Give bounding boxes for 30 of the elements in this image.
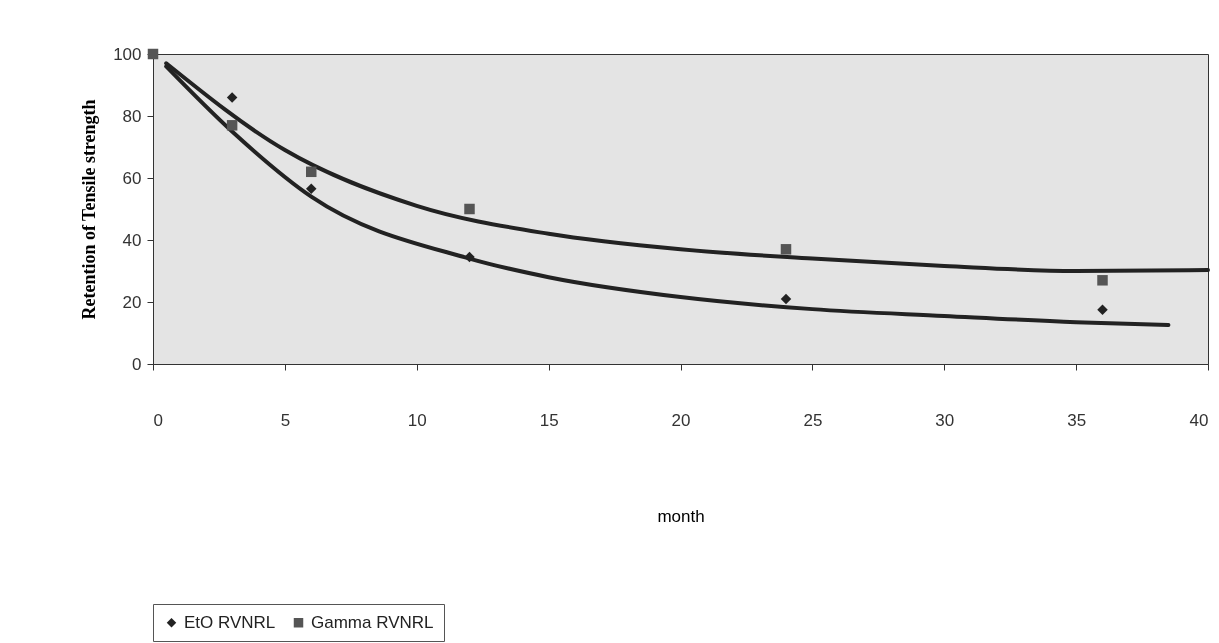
x-tick-label: 0	[153, 410, 163, 430]
x-tick-label: 30	[935, 410, 955, 430]
x-axis-title: month	[657, 506, 705, 526]
point	[464, 203, 475, 215]
x-tick-label: 15	[539, 410, 559, 430]
point	[306, 166, 317, 178]
point	[147, 48, 159, 60]
x-tick-label: 10	[407, 410, 427, 430]
y-tick-label: 20	[122, 292, 142, 312]
point	[1097, 304, 1108, 315]
x-tick-label: 25	[803, 410, 823, 430]
y-tick-label: 0	[132, 354, 142, 374]
y-axis-title: Retention of Tensile strength	[79, 99, 100, 320]
x-tick-label: 5	[280, 410, 291, 430]
x-tick-label: 35	[1067, 410, 1087, 430]
legend-label: Gamma RVNRL	[311, 612, 434, 632]
x-tick-label: 40	[1189, 410, 1209, 430]
y-tick-label: 60	[122, 168, 142, 188]
point	[1097, 275, 1108, 286]
point	[464, 251, 475, 263]
point	[226, 92, 238, 103]
legend-label: EtO RVNRL	[184, 612, 276, 632]
y-tick-label: 80	[122, 106, 142, 126]
point	[780, 244, 792, 255]
point	[780, 293, 792, 305]
y-tick-label: 100	[113, 44, 142, 64]
point	[226, 120, 238, 131]
point	[306, 183, 317, 195]
y-tick-label: 40	[122, 230, 142, 250]
x-tick-label: 20	[671, 410, 691, 430]
